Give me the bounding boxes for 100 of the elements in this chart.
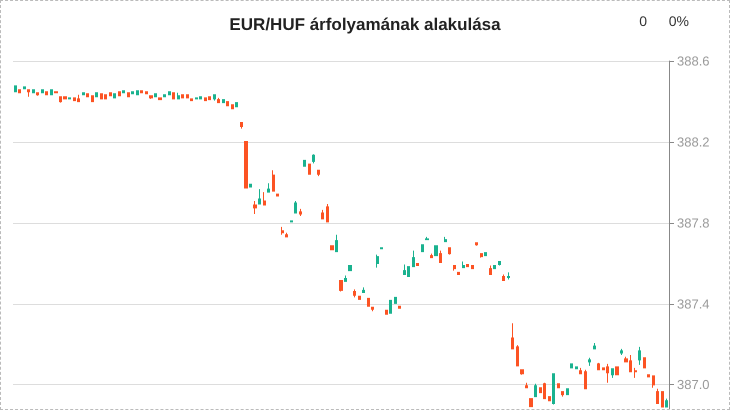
candlestick bbox=[502, 274, 505, 282]
candlestick bbox=[317, 170, 320, 177]
candlestick bbox=[312, 154, 315, 164]
candlestick bbox=[303, 160, 306, 167]
candlestick bbox=[258, 188, 261, 205]
chart-title: EUR/HUF árfolyamának alakulása bbox=[229, 15, 502, 34]
candlestick bbox=[86, 93, 89, 98]
candlestick bbox=[172, 92, 175, 100]
candlestick bbox=[199, 96, 202, 100]
candlestick bbox=[204, 97, 207, 102]
candlestick bbox=[453, 265, 456, 272]
candlestick bbox=[444, 236, 447, 242]
candlestick bbox=[575, 366, 578, 370]
candlestick bbox=[507, 272, 510, 280]
candlestick bbox=[611, 368, 614, 378]
candlestick bbox=[620, 348, 623, 356]
candlestick bbox=[561, 391, 564, 398]
candlestick bbox=[213, 94, 216, 102]
candlestick bbox=[177, 92, 180, 100]
candlestick bbox=[548, 396, 551, 402]
candlestick bbox=[498, 261, 501, 266]
candlestick bbox=[222, 99, 225, 104]
text: 0 bbox=[639, 13, 648, 29]
candlestick bbox=[466, 264, 469, 268]
candlestick bbox=[321, 209, 324, 220]
candlestick bbox=[448, 247, 451, 256]
candlestick bbox=[285, 232, 288, 238]
candlestick bbox=[145, 91, 148, 94]
candlestick bbox=[407, 266, 410, 277]
candlestick bbox=[118, 91, 121, 96]
candlestick bbox=[588, 357, 591, 366]
y-tick-label: 387.8 bbox=[677, 215, 710, 230]
candlestick bbox=[344, 274, 347, 282]
candlestick bbox=[73, 97, 76, 102]
candlestick bbox=[131, 91, 134, 94]
y-tick-label: 387.0 bbox=[677, 377, 710, 392]
candlestick bbox=[484, 252, 487, 256]
candlestick bbox=[253, 200, 257, 214]
candlestick bbox=[597, 362, 600, 370]
candlestick bbox=[394, 296, 397, 304]
candlestick bbox=[385, 310, 388, 315]
candlestick bbox=[358, 296, 361, 300]
candlestick bbox=[104, 94, 107, 100]
candlestick bbox=[149, 95, 153, 100]
candlestick bbox=[109, 92, 112, 96]
candlestick bbox=[235, 102, 238, 108]
y-tick-label: 387.4 bbox=[677, 296, 710, 312]
candlestick bbox=[557, 383, 560, 388]
candlestick bbox=[462, 261, 465, 268]
candlestick bbox=[638, 346, 641, 366]
candlestick bbox=[439, 250, 442, 264]
candlestick bbox=[516, 344, 519, 366]
candlestick bbox=[371, 306, 374, 312]
candlestick bbox=[27, 89, 30, 98]
candlestick bbox=[434, 245, 438, 256]
candlestick bbox=[643, 357, 646, 368]
candlestick bbox=[136, 90, 139, 96]
candlestick bbox=[520, 369, 524, 376]
candlestick bbox=[127, 92, 130, 98]
text: 0% bbox=[668, 13, 689, 29]
candlestick bbox=[471, 265, 474, 270]
candlestick bbox=[661, 391, 664, 408]
candlestick bbox=[543, 382, 546, 400]
candlestick bbox=[158, 97, 162, 100]
candlestick bbox=[389, 300, 392, 314]
candlestick bbox=[339, 280, 343, 292]
candlestick bbox=[231, 104, 234, 110]
candlestick bbox=[168, 91, 171, 96]
candlestick bbox=[647, 374, 650, 378]
candlestick bbox=[525, 382, 528, 388]
candlestick bbox=[91, 95, 94, 102]
candlestick bbox=[652, 375, 655, 388]
candlestick bbox=[534, 383, 537, 398]
candlestick bbox=[335, 234, 338, 252]
candlestick bbox=[489, 265, 492, 275]
candlestick bbox=[656, 388, 659, 404]
candlestick bbox=[267, 182, 270, 193]
candlestick bbox=[113, 93, 116, 98]
candlestick bbox=[41, 89, 44, 94]
candlestick bbox=[36, 92, 39, 96]
candlestick bbox=[634, 367, 637, 378]
candlestick bbox=[353, 288, 356, 298]
candlestick bbox=[181, 94, 184, 98]
candlestick bbox=[421, 244, 424, 252]
candlestick bbox=[154, 93, 157, 98]
candlestick bbox=[326, 204, 329, 222]
y-tick-label: 388.2 bbox=[677, 134, 710, 150]
candlestick bbox=[14, 85, 17, 92]
candlestick bbox=[299, 208, 302, 216]
candlestick bbox=[425, 236, 429, 240]
candlestick bbox=[163, 94, 166, 98]
candlestick bbox=[362, 286, 365, 293]
candlestick bbox=[579, 367, 582, 374]
candlestick bbox=[82, 92, 85, 96]
candlestick bbox=[249, 184, 252, 188]
candlestick bbox=[272, 170, 275, 192]
candlestick bbox=[416, 263, 419, 266]
candlestick bbox=[186, 94, 189, 98]
candlestick bbox=[140, 90, 143, 94]
candlestick bbox=[552, 373, 555, 406]
